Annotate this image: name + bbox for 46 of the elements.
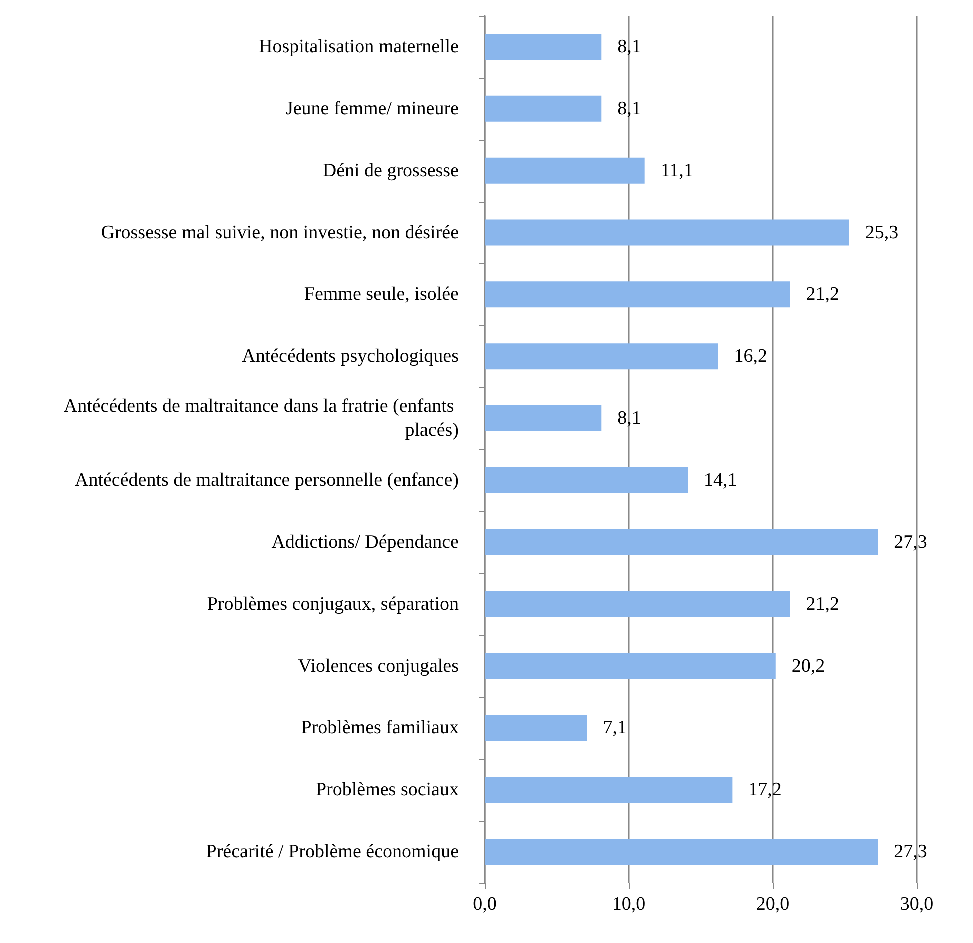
data-label: 20,2 [792, 656, 826, 677]
data-label: 8,1 [618, 408, 642, 430]
y-tick-label: Hospitalisation maternelle [259, 36, 459, 58]
y-tick-label: Problèmes sociaux [316, 780, 460, 801]
data-label: 17,2 [748, 780, 782, 801]
bar [485, 653, 776, 680]
bar [485, 777, 733, 804]
data-label: 8,1 [618, 36, 642, 58]
y-tick-label: Antécédents de maltraitance personnelle (enfance) [74, 470, 459, 491]
x-tick-label: 0,0 [473, 894, 497, 915]
y-tick-label: Précarité / Problème économique [206, 842, 459, 863]
bar [485, 467, 688, 494]
x-tick-label: 20,0 [756, 894, 790, 915]
data-label: 7,1 [603, 718, 627, 739]
bar [485, 96, 602, 122]
bar [485, 529, 878, 556]
y-tick-label: Grossesse mal suivie, non investie, non désirée [101, 222, 459, 244]
y-tick-label: Femme seule, isolée [304, 284, 459, 306]
bar [485, 220, 850, 246]
data-label: 8,1 [618, 98, 642, 120]
data-label: 27,3 [894, 842, 928, 863]
y-tick-label: Déni de grossesse [322, 160, 459, 182]
y-tick-label: Antécédents de maltraitance dans la fratrie (enfants placés) [64, 396, 459, 442]
bar [485, 591, 790, 618]
data-label: 14,1 [704, 470, 738, 491]
data-label: 25,3 [865, 222, 899, 244]
bar [485, 839, 878, 866]
bar [485, 158, 645, 184]
y-tick-label: Problèmes conjugaux, séparation [207, 594, 460, 615]
bar [485, 344, 718, 370]
y-tick-label: Antécédents psychologiques [242, 346, 459, 368]
y-tick-label: Problèmes familiaux [301, 718, 460, 739]
x-tick-label: 10,0 [612, 894, 646, 915]
data-label: 16,2 [734, 346, 768, 368]
y-tick-label: Addictions/ Dépendance [272, 532, 459, 553]
data-label: 27,3 [894, 532, 928, 553]
bar [485, 282, 790, 308]
y-tick-label: Violences conjugales [298, 656, 459, 677]
data-label: 21,2 [806, 594, 840, 615]
data-label: 21,2 [806, 284, 840, 306]
data-label: 11,1 [660, 160, 694, 182]
bar [485, 34, 602, 60]
bar [485, 406, 602, 432]
x-tick-label: 30,0 [900, 894, 934, 915]
y-tick-label: Jeune femme/ mineure [286, 98, 459, 120]
bar [485, 715, 588, 742]
